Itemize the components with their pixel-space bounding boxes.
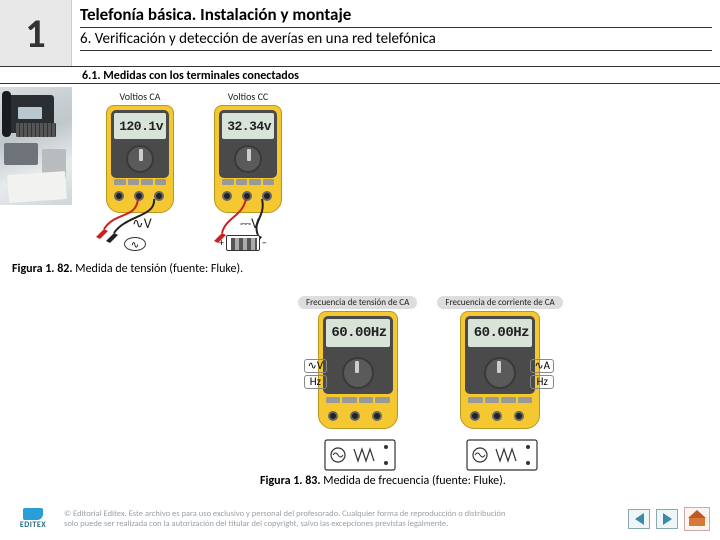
dc-source-icon (226, 235, 260, 251)
multimeter-icon: 120.1v ∿V ∿ (96, 105, 184, 245)
unit-number: 1 (25, 9, 45, 58)
meter-reading: 120.1v (119, 119, 163, 134)
meter-reading: 60.00Hz (331, 325, 386, 341)
subsection-title: 6.1. Medidas con los terminales conectad… (0, 67, 720, 84)
meter-reading: 60.00Hz (474, 325, 529, 341)
mode-symbols: ∿V Hz (304, 359, 327, 389)
home-icon (689, 512, 705, 526)
meter-voltios-ca: Voltios CA 120.1v ∿V ∿ (96, 90, 184, 245)
meter-reading: 32.34v (227, 119, 271, 134)
editex-icon (23, 508, 43, 520)
home-button[interactable] (684, 507, 710, 531)
meter-voltios-cc: Voltios CC 32.34v ⎓V (204, 90, 292, 245)
meter-label: Voltios CC (228, 90, 269, 103)
prev-button[interactable] (628, 509, 650, 529)
figure-2-caption: Figura 1. 83. Medida de frecuencia (fuen… (260, 474, 506, 488)
triangle-right-icon (663, 513, 672, 525)
logo-text: EDITEX (20, 520, 46, 530)
nav-controls (628, 507, 710, 531)
figure-1-caption: Figura 1. 82. Medida de tensión (fuente:… (12, 262, 243, 276)
figure-2-row: Frecuencia de tensión de CA 60.00Hz ∿V H… (298, 296, 563, 471)
meter-label: Voltios CA (120, 90, 161, 103)
header-text: Telefonía básica. Instalación y montaje … (72, 0, 720, 66)
ac-source-icon: ∿ (124, 237, 146, 251)
circuit-icon (466, 439, 546, 475)
meter-freq-corriente: Frecuencia de corriente de CA 60.00Hz ∿A… (437, 296, 562, 471)
multimeter-icon: 32.34v ⎓V (204, 105, 292, 245)
meter-label: Frecuencia de tensión de CA (298, 296, 417, 309)
next-button[interactable] (656, 509, 678, 529)
content-area: Voltios CA 120.1v ∿V ∿ Voltios CC (0, 86, 720, 496)
page-footer: EDITEX © Editorial Editex. Este archivo … (0, 498, 720, 540)
page-header: 1 Telefonía básica. Instalación y montaj… (0, 0, 720, 67)
multimeter-icon: 60.00Hz ∿V Hz (304, 311, 412, 471)
meter-freq-tension: Frecuencia de tensión de CA 60.00Hz ∿V H… (298, 296, 417, 471)
circuit-icon (324, 439, 404, 475)
mode-symbols: ∿A Hz (530, 359, 554, 389)
meter-label: Frecuencia de corriente de CA (437, 296, 562, 309)
copyright-text: © Editorial Editex. Este archivo es para… (64, 509, 505, 529)
page-title: Telefonía básica. Instalación y montaje (80, 4, 712, 28)
figure-1-row: Voltios CA 120.1v ∿V ∿ Voltios CC (96, 90, 292, 245)
publisher-logo: EDITEX (10, 507, 56, 531)
unit-number-box: 1 (0, 0, 72, 66)
triangle-left-icon (635, 513, 644, 525)
section-title: 6. Verificación y detección de averías e… (80, 30, 712, 51)
multimeter-icon: 60.00Hz ∿A Hz (446, 311, 554, 471)
